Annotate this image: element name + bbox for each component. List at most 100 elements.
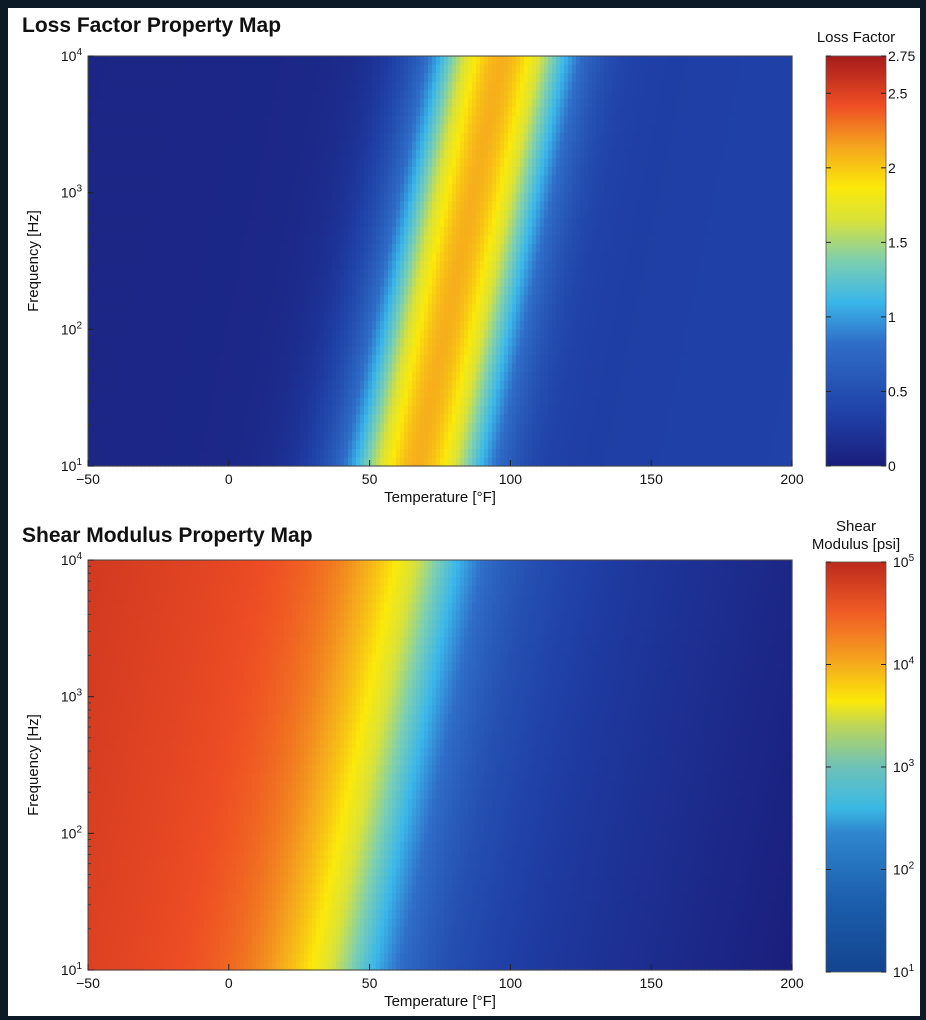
heatmap-cell	[604, 73, 609, 83]
heatmap-cell	[384, 124, 389, 134]
heatmap-cell	[284, 184, 289, 194]
heatmap-cell	[648, 149, 653, 160]
heatmap-cell	[408, 209, 413, 219]
heatmap-cell	[200, 107, 205, 117]
heatmap-cell	[212, 56, 217, 66]
heatmap-cell	[168, 286, 173, 296]
heatmap-cell	[332, 107, 337, 117]
heatmap-cell	[540, 192, 545, 202]
heatmap-cell	[456, 226, 461, 236]
heatmap-cell	[468, 192, 473, 202]
heatmap-cell	[692, 107, 697, 117]
heatmap-cell	[484, 158, 489, 168]
heatmap-cell	[440, 149, 445, 160]
heatmap-cell	[140, 56, 145, 66]
heatmap-cell	[272, 278, 277, 288]
heatmap-cell	[748, 124, 753, 134]
heatmap-cell	[128, 175, 133, 185]
heatmap-cell	[596, 141, 601, 151]
heatmap-cell	[676, 98, 681, 108]
heatmap-cell	[420, 132, 425, 143]
heatmap-cell	[616, 201, 621, 211]
heatmap-cell	[520, 56, 525, 66]
heatmap-cell	[324, 243, 329, 254]
heatmap-cell	[776, 192, 781, 202]
heatmap-cell	[108, 278, 113, 288]
heatmap-cell	[444, 192, 449, 202]
heatmap-cell	[312, 64, 317, 74]
heatmap-cell	[112, 295, 117, 305]
heatmap-cell	[544, 278, 549, 288]
heatmap-cell	[316, 252, 321, 262]
heatmap-cell	[668, 149, 673, 160]
heatmap-cell	[216, 81, 221, 91]
heatmap-cell	[96, 107, 101, 117]
heatmap-cell	[500, 269, 505, 279]
heatmap-cell	[684, 149, 689, 160]
heatmap-cell	[752, 73, 757, 83]
heatmap-cell	[444, 115, 449, 125]
heatmap-cell	[536, 73, 541, 83]
heatmap-cell	[556, 73, 561, 83]
heatmap-cell	[568, 64, 573, 74]
heatmap-cell	[316, 64, 321, 74]
heatmap-cell	[632, 158, 637, 168]
heatmap-cell	[232, 56, 237, 66]
heatmap-cell	[528, 124, 533, 134]
heatmap-cell	[152, 175, 157, 185]
heatmap-cell	[264, 132, 269, 143]
heatmap-cell	[420, 192, 425, 202]
heatmap-cell	[544, 269, 549, 279]
heatmap-cell	[484, 167, 489, 177]
heatmap-cell	[136, 90, 141, 100]
heatmap-cell	[628, 132, 633, 143]
heatmap-cell	[652, 243, 657, 254]
heatmap-cell	[244, 252, 249, 262]
heatmap-cell	[724, 269, 729, 279]
heatmap-cell	[352, 192, 357, 202]
heatmap-cell	[468, 243, 473, 254]
heatmap-cell	[424, 141, 429, 151]
heatmap-cell	[744, 175, 749, 185]
heatmap-cell	[364, 184, 369, 194]
heatmap-cell	[600, 98, 605, 108]
heatmap-cell	[660, 73, 665, 83]
heatmap-cell	[456, 209, 461, 219]
heatmap-cell	[536, 158, 541, 168]
heatmap-cell	[616, 149, 621, 160]
heatmap-cell	[260, 184, 265, 194]
heatmap-cell	[92, 184, 97, 194]
heatmap-cell	[460, 107, 465, 117]
heatmap-cell	[300, 90, 305, 100]
heatmap-cell	[476, 235, 481, 245]
heatmap-cell	[296, 201, 301, 211]
heatmap-cell	[320, 124, 325, 134]
heatmap-cell	[128, 81, 133, 91]
heatmap-cell	[540, 209, 545, 219]
heatmap-cell	[760, 115, 765, 125]
heatmap-cell	[416, 81, 421, 91]
heatmap-cell	[608, 269, 613, 279]
heatmap-cell	[300, 167, 305, 177]
heatmap-cell	[336, 64, 341, 74]
heatmap-cell	[228, 81, 233, 91]
heatmap-cell	[720, 243, 725, 254]
heatmap-cell	[328, 98, 333, 108]
heatmap-cell	[664, 124, 669, 134]
heatmap-cell	[788, 278, 793, 288]
heatmap-cell	[536, 141, 541, 151]
heatmap-cell	[552, 235, 557, 245]
heatmap-cell	[524, 286, 529, 296]
heatmap-cell	[332, 115, 337, 125]
heatmap-cell	[664, 218, 669, 228]
heatmap-cell	[484, 243, 489, 254]
heatmap-cell	[560, 167, 565, 177]
heatmap-cell	[252, 107, 257, 117]
heatmap-cell	[468, 184, 473, 194]
heatmap-cell	[480, 175, 485, 185]
heatmap-cell	[612, 56, 617, 66]
heatmap-cell	[756, 175, 761, 185]
heatmap-cell	[236, 261, 241, 271]
heatmap-cell	[332, 261, 337, 271]
heatmap-cell	[176, 209, 181, 219]
